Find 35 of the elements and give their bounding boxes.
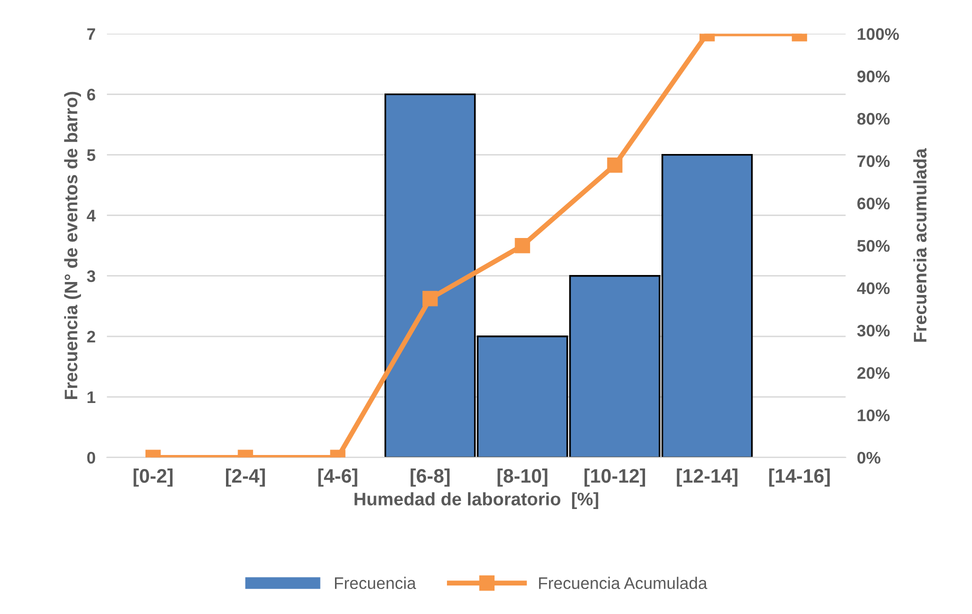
y2-tick-label: 100% xyxy=(858,28,899,40)
point xyxy=(514,238,530,254)
y-tick-label: 5 xyxy=(87,149,96,162)
y-tick-label: 2 xyxy=(87,330,96,342)
y2-axis-title: Frecuencia acumulada xyxy=(913,148,927,342)
y2-tick-label: 30% xyxy=(857,324,890,337)
y2-tick-label: 50% xyxy=(857,240,890,252)
y2-tick-label: 40% xyxy=(857,282,890,294)
y-tick-label: 4 xyxy=(86,210,96,222)
y2-tick-label: 90% xyxy=(857,70,890,82)
legend-label: Frecuencia xyxy=(334,576,416,590)
x-tick-label: [2-4] xyxy=(226,468,265,487)
x-tick-label: [8-10] xyxy=(498,468,548,487)
point xyxy=(607,157,622,173)
x-tick-label: [0-2] xyxy=(134,468,173,487)
y-tick-label: 3 xyxy=(86,270,96,282)
y-tick-label: 7 xyxy=(87,28,96,40)
x-tick-label: [4-6] xyxy=(318,468,358,487)
y-tick-label: 1 xyxy=(88,391,96,403)
x-tick-label: [10-12] xyxy=(584,468,646,487)
y2-tick-label: 20% xyxy=(857,367,890,379)
x-tick-label: [6-8] xyxy=(410,468,450,487)
y2-tick-label: 0% xyxy=(857,452,880,464)
legend-label: Frecuencia Acumulada xyxy=(539,576,708,590)
x-axis-title: Humedad de laboratorio [%] xyxy=(354,492,598,510)
y-axis-title: Frecuencia (N° de eventos de barro) xyxy=(64,92,81,399)
y2-tick-label: 70% xyxy=(857,155,890,168)
y2-tick-label: 60% xyxy=(857,198,890,210)
y-tick-label: 6 xyxy=(87,88,96,100)
y-tick-label: 0 xyxy=(87,452,96,464)
y2-tick-label: 10% xyxy=(858,409,890,422)
y2-tick-label: 80% xyxy=(857,112,890,125)
x-tick-label: [14-16] xyxy=(769,468,830,487)
point xyxy=(422,290,438,306)
x-tick-label: [12-14] xyxy=(676,468,738,487)
